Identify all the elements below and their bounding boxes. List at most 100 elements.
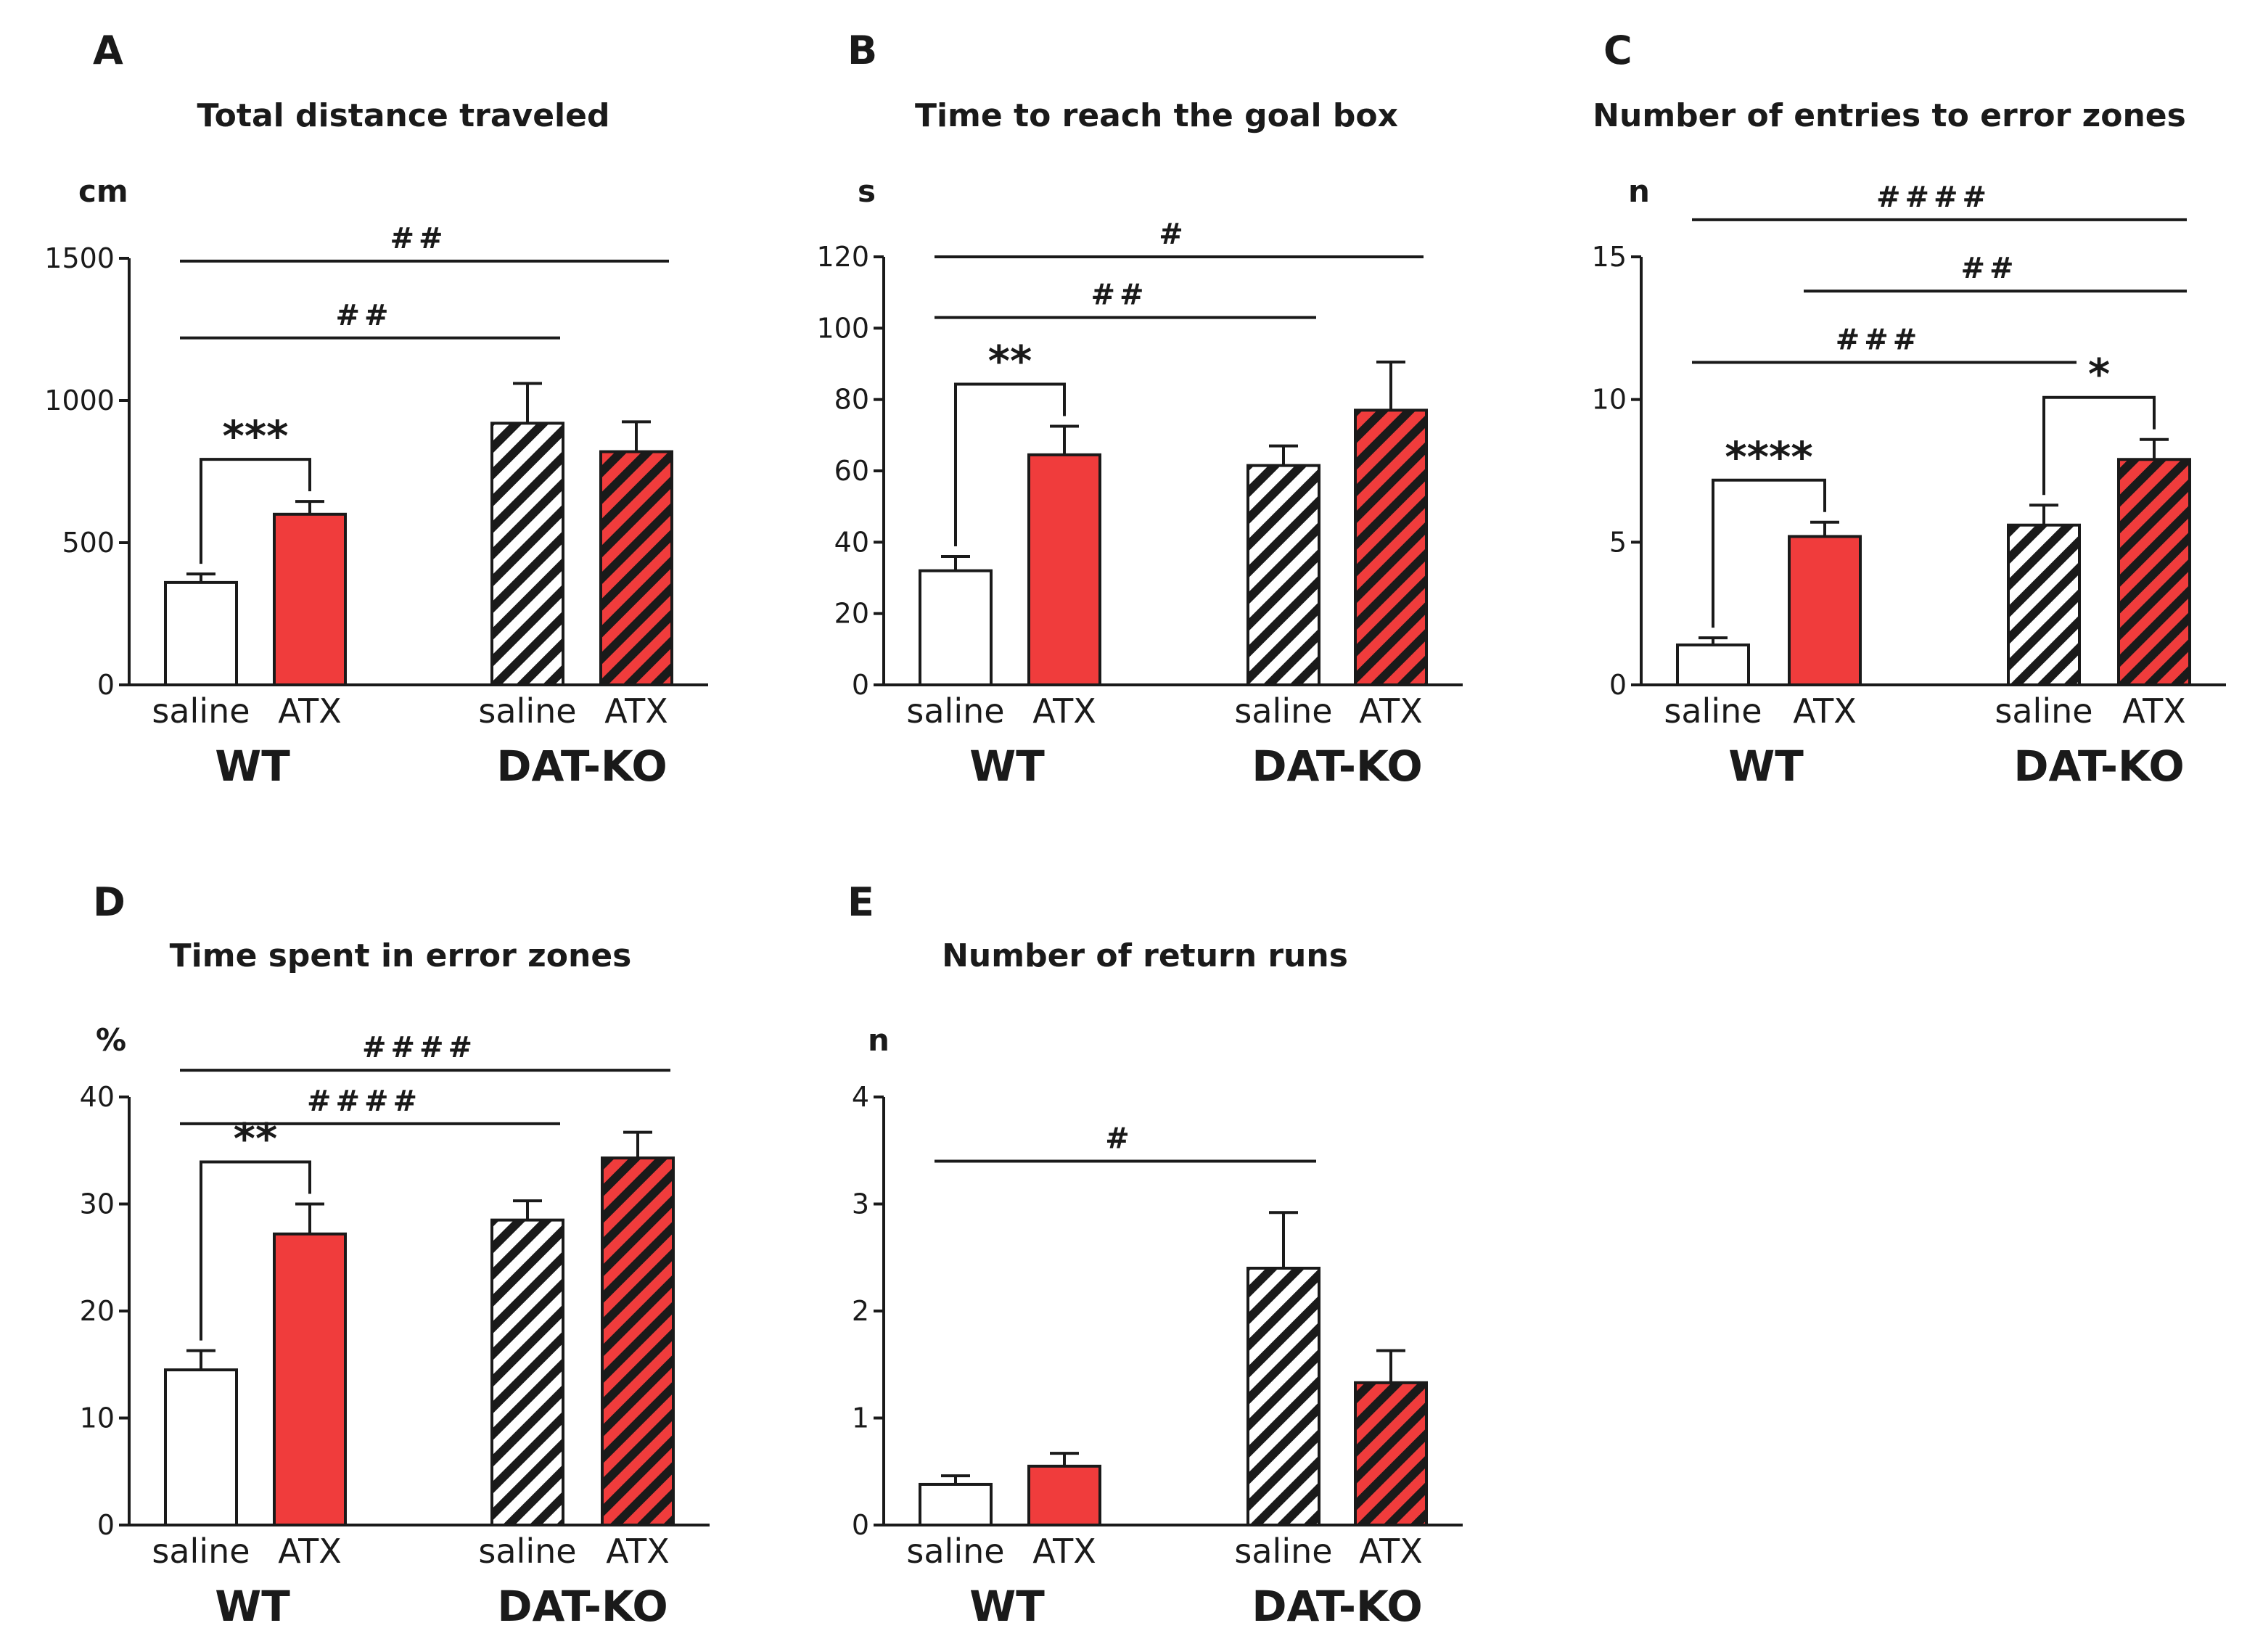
panel-title: Number of entries to error zones <box>1593 97 2186 134</box>
significance-hashes: #### <box>362 1031 477 1064</box>
panel-D: D Time spent in error zones% 0 10 20 30 40 sali… <box>80 879 710 1631</box>
bar-dat-ko-saline <box>1246 464 1320 686</box>
bar-dat-ko-atx <box>1354 408 1428 687</box>
condition-label: ATX <box>1032 691 1096 731</box>
group-label: WT <box>215 741 290 791</box>
y-tick-label: 0 <box>852 1509 869 1541</box>
y-tick-label: 2 <box>852 1295 869 1327</box>
significance-bracket <box>2042 395 2156 496</box>
significance-hashes: ## <box>390 222 447 255</box>
y-tick-label: 80 <box>834 384 869 416</box>
panel-letter: A <box>93 28 123 73</box>
bar-dat-ko-saline <box>1246 1267 1320 1526</box>
panel-title: Time to reach the goal box <box>915 97 1398 134</box>
panel-letter: C <box>1603 28 1632 73</box>
group-label: DAT-KO <box>496 741 667 791</box>
condition-label: ATX <box>606 1532 670 1571</box>
bar-dat-ko-atx <box>1354 1381 1428 1526</box>
condition-label: saline <box>1234 691 1332 731</box>
significance-stars: ** <box>234 1114 278 1164</box>
y-tick-label: 4 <box>852 1081 869 1113</box>
y-tick-label: 0 <box>97 669 115 701</box>
bar-dat-ko-atx <box>601 1156 675 1526</box>
bar-wt-atx <box>273 512 347 686</box>
significance-hashes: # <box>1159 218 1188 251</box>
bar-wt-saline <box>1676 643 1750 687</box>
condition-label: ATX <box>2122 691 2186 731</box>
panel-A: A Total distance traveled cm 0 500 1000 1500 sa… <box>44 28 708 791</box>
condition-label: saline <box>1234 1532 1332 1571</box>
significance-stars: ** <box>988 337 1032 386</box>
condition-label: ATX <box>1359 1532 1423 1571</box>
bar-dat-ko-atx <box>2117 458 2191 686</box>
y-tick-label: 0 <box>852 669 869 701</box>
condition-label: saline <box>1995 691 2092 731</box>
condition-label: ATX <box>1032 1532 1096 1571</box>
y-axis-unit: n <box>868 1022 890 1058</box>
y-tick-label: 500 <box>62 527 115 559</box>
condition-label: saline <box>1664 691 1762 731</box>
significance-bracket <box>200 1160 311 1341</box>
panel-title: Number of return runs <box>942 937 1348 974</box>
y-axis-unit: n <box>1628 173 1650 209</box>
group-label: DAT-KO <box>497 1582 668 1631</box>
significance-hashes: ## <box>335 299 393 332</box>
y-tick-label: 1500 <box>44 242 115 274</box>
bar-wt-saline <box>164 1368 238 1526</box>
condition-label: saline <box>478 691 576 731</box>
bar-dat-ko-saline <box>2007 523 2081 686</box>
panel-C: C Number of entries to error zones n 0 5 10 15… <box>1592 28 2226 791</box>
significance-stars: *** <box>223 411 289 461</box>
panel-letter: D <box>93 879 126 925</box>
condition-label: ATX <box>1793 691 1857 731</box>
significance-hashes: ## <box>1090 279 1148 312</box>
group-label: WT <box>1728 741 1804 791</box>
condition-label: saline <box>152 691 250 731</box>
y-tick-label: 100 <box>816 312 869 344</box>
y-tick-label: 15 <box>1592 241 1627 273</box>
bar-wt-saline <box>919 569 993 687</box>
y-axis-unit: s <box>858 173 876 209</box>
group-label: WT <box>215 1582 290 1631</box>
y-tick-label: 5 <box>1609 526 1627 558</box>
significance-stars: **** <box>1725 432 1812 482</box>
bar-wt-atx <box>1027 453 1101 686</box>
panel-E: E Number of return runs n 0 1 2 3 4 saline ATX sal… <box>847 879 1463 1631</box>
bar-dat-ko-saline <box>490 422 564 686</box>
y-tick-label: 1 <box>852 1402 869 1434</box>
condition-label: saline <box>906 691 1004 731</box>
significance-stars: * <box>2088 350 2110 399</box>
significance-hashes: ### <box>1836 324 1922 357</box>
y-tick-label: 120 <box>816 241 869 273</box>
y-axis-unit: cm <box>78 173 128 209</box>
bar-wt-atx <box>1788 535 1862 687</box>
significance-bracket <box>954 382 1066 546</box>
condition-label: ATX <box>1359 691 1423 731</box>
y-tick-label: 0 <box>1609 669 1627 701</box>
y-tick-label: 10 <box>80 1402 115 1434</box>
y-tick-label: 0 <box>97 1509 115 1541</box>
group-label: WT <box>969 741 1045 791</box>
bar-wt-saline <box>164 580 238 686</box>
significance-hashes: ## <box>1960 252 2018 285</box>
condition-label: saline <box>906 1532 1004 1571</box>
panel-B: B Time to reach the goal box s 0 20 40 60 80 100… <box>816 28 1463 791</box>
bar-dat-ko-saline <box>490 1218 564 1526</box>
bar-dat-ko-atx <box>599 450 673 686</box>
y-tick-label: 40 <box>834 526 869 558</box>
bar-wt-atx <box>273 1232 347 1527</box>
bar-wt-saline <box>919 1482 993 1526</box>
significance-hashes: #### <box>1876 181 1991 214</box>
significance-hashes: #### <box>307 1085 422 1118</box>
y-tick-label: 60 <box>834 455 869 487</box>
group-label: DAT-KO <box>1252 1582 1422 1631</box>
condition-label: saline <box>152 1532 250 1571</box>
y-tick-label: 30 <box>80 1188 115 1220</box>
group-label: WT <box>969 1582 1045 1631</box>
panel-title: Total distance traveled <box>197 97 610 134</box>
y-tick-label: 20 <box>80 1295 115 1327</box>
panel-title: Time spent in error zones <box>170 937 632 974</box>
condition-label: ATX <box>278 1532 342 1571</box>
y-tick-label: 10 <box>1592 384 1627 416</box>
